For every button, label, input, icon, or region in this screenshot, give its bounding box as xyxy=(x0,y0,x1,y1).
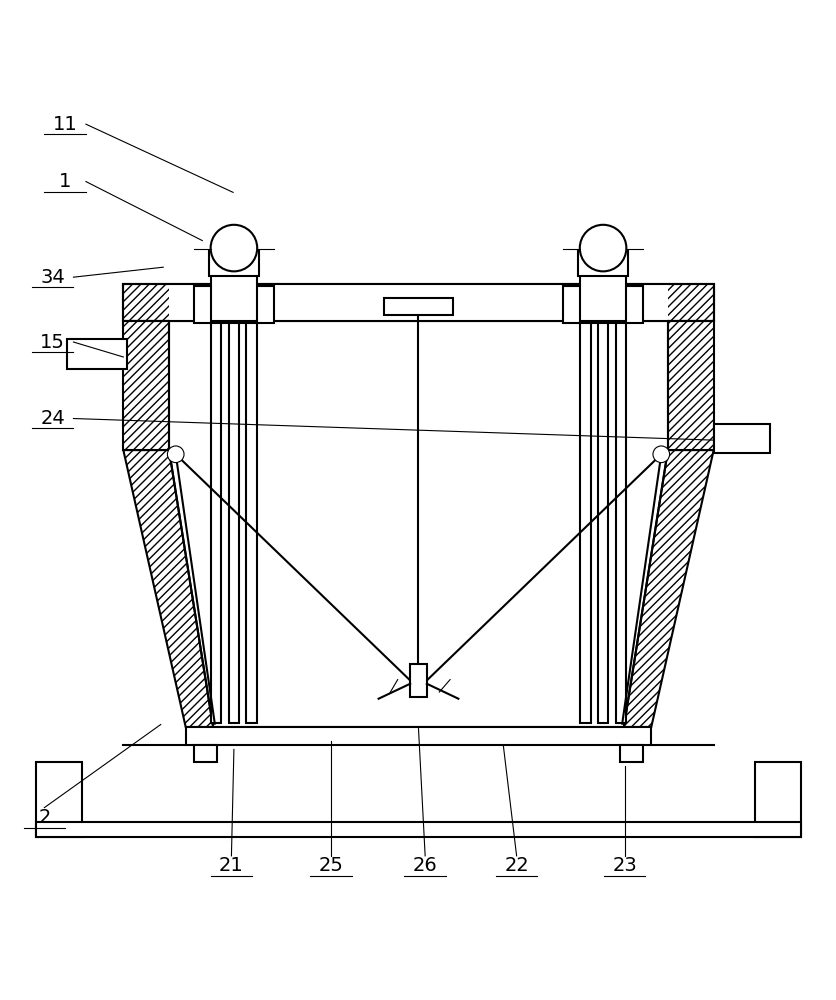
Bar xyxy=(563,286,642,323)
Bar xyxy=(211,273,257,321)
Bar xyxy=(754,762,800,837)
Bar xyxy=(579,273,625,321)
Bar xyxy=(383,298,453,315)
Text: 34: 34 xyxy=(40,268,65,287)
Circle shape xyxy=(652,446,669,463)
Bar xyxy=(246,321,257,723)
Bar xyxy=(598,321,607,723)
Bar xyxy=(123,284,713,321)
Bar xyxy=(169,284,667,321)
Text: 26: 26 xyxy=(412,856,437,875)
Text: 2: 2 xyxy=(38,808,50,827)
Bar xyxy=(123,284,713,321)
Bar xyxy=(194,286,273,323)
Polygon shape xyxy=(623,450,713,727)
Bar xyxy=(667,321,713,450)
Bar xyxy=(229,321,238,723)
Bar xyxy=(209,251,258,276)
Text: 15: 15 xyxy=(40,333,65,352)
Text: 11: 11 xyxy=(53,115,78,134)
Bar xyxy=(578,251,627,276)
Polygon shape xyxy=(123,450,213,727)
Text: 1: 1 xyxy=(59,172,71,191)
Circle shape xyxy=(211,225,257,271)
Bar xyxy=(614,321,625,723)
Bar xyxy=(579,321,590,723)
Bar xyxy=(211,321,222,723)
Text: 23: 23 xyxy=(612,856,636,875)
Bar xyxy=(36,762,82,837)
Polygon shape xyxy=(169,321,667,727)
Bar xyxy=(619,745,642,762)
Bar xyxy=(36,822,800,837)
Text: 25: 25 xyxy=(319,856,344,875)
Bar xyxy=(186,727,650,745)
Bar xyxy=(194,745,217,762)
Bar xyxy=(713,424,769,453)
Bar xyxy=(410,664,426,697)
Bar xyxy=(67,339,126,369)
Text: 22: 22 xyxy=(503,856,528,875)
Circle shape xyxy=(167,446,184,463)
Bar xyxy=(123,321,169,450)
Text: 24: 24 xyxy=(40,409,65,428)
Circle shape xyxy=(579,225,625,271)
Text: 21: 21 xyxy=(219,856,243,875)
